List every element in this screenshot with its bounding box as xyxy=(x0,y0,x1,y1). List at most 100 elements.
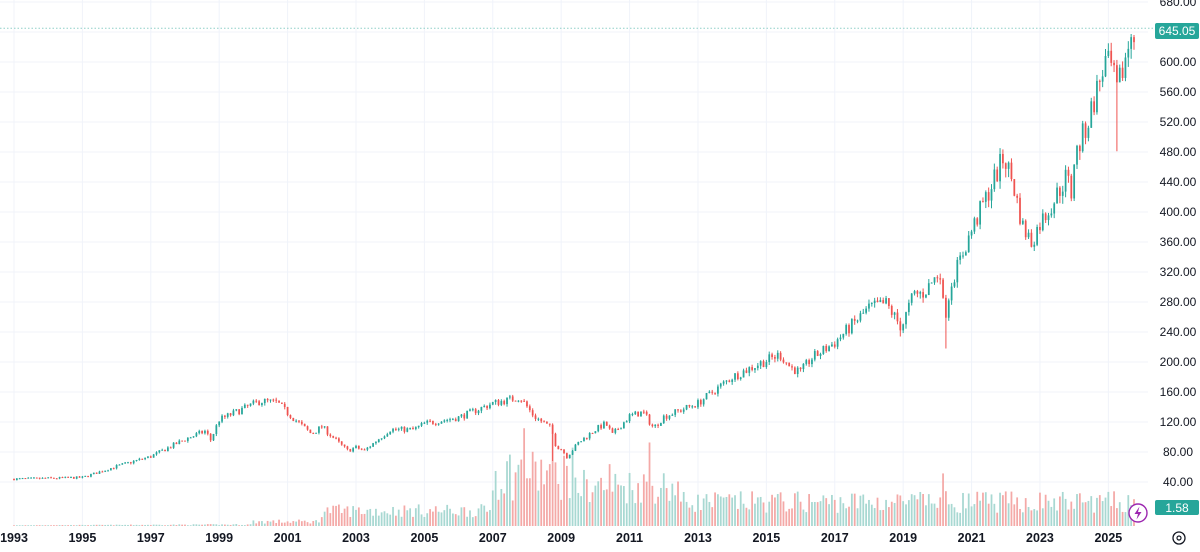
candle-body xyxy=(577,442,580,445)
lightning-button[interactable] xyxy=(1128,503,1148,523)
volume-bar xyxy=(651,485,654,526)
candle-body xyxy=(340,441,343,445)
candle-body xyxy=(477,410,480,414)
candle-body xyxy=(739,377,742,380)
candle-body xyxy=(705,393,708,400)
x-axis[interactable]: 1993 1995 1997 1999 2001 2003 2005 2007 2009 2011… xyxy=(0,531,1122,545)
volume-bar xyxy=(35,525,38,526)
volume-bar xyxy=(776,494,779,526)
volume-bar xyxy=(717,494,719,526)
volume-bar xyxy=(722,497,725,526)
grid-lines xyxy=(0,0,1148,526)
volume-bar xyxy=(1044,494,1047,526)
volume-bar xyxy=(272,520,275,526)
candle-body xyxy=(1027,232,1030,238)
candle-body xyxy=(768,354,771,363)
volume-bar xyxy=(471,517,474,526)
candle-body xyxy=(899,321,902,331)
volume-bar xyxy=(18,525,21,526)
volume-bar xyxy=(1110,506,1113,526)
volume-bar xyxy=(833,499,836,526)
candle-body xyxy=(819,353,822,356)
volume-bar xyxy=(1021,512,1024,526)
volume-bar xyxy=(312,521,315,526)
candle-body xyxy=(677,409,679,411)
volume-bar xyxy=(147,524,149,526)
volume-bar xyxy=(754,503,756,526)
volume-bar xyxy=(551,433,554,526)
volume-bar xyxy=(437,511,440,526)
x-tick-label: 1997 xyxy=(137,531,165,545)
volume-bar xyxy=(38,525,41,526)
volume-bar xyxy=(235,524,238,526)
volume-bar xyxy=(571,447,574,526)
volume-bar xyxy=(1113,491,1115,526)
candle-body xyxy=(526,401,528,407)
candle-body xyxy=(902,324,905,331)
volume-bar xyxy=(645,481,648,526)
candle-body xyxy=(660,423,662,426)
candle-body xyxy=(87,475,89,477)
candle-body xyxy=(326,426,329,435)
candle-body xyxy=(95,472,98,474)
y-axis[interactable]: 40.00 80.00 120.00 160.00 200.00 240.00 280.00… xyxy=(1160,0,1197,489)
chart-settings-button[interactable] xyxy=(1172,531,1186,545)
volume-bar xyxy=(870,504,873,526)
candle-body xyxy=(617,429,620,431)
volume-bar xyxy=(1096,497,1098,526)
volume-bar xyxy=(922,494,924,526)
volume-bar xyxy=(454,514,457,526)
volume-bar xyxy=(631,490,634,526)
candle-body xyxy=(295,420,298,422)
volume-bar xyxy=(397,509,400,526)
candle-body xyxy=(320,426,323,428)
last-price-tag-bg xyxy=(1155,23,1199,39)
volume-bar xyxy=(469,510,471,526)
candle-body xyxy=(557,446,560,450)
candle-body xyxy=(548,423,551,425)
candle-body xyxy=(833,344,836,347)
volume-bar xyxy=(671,483,674,526)
candle-body xyxy=(1133,37,1135,43)
volume-bar xyxy=(420,514,423,526)
volume-bar xyxy=(554,462,557,526)
candle-body xyxy=(1053,203,1056,214)
volume-bar xyxy=(360,514,363,526)
candle-body xyxy=(186,437,189,441)
y-tick-label: 400.00 xyxy=(1160,205,1197,219)
volume-bar xyxy=(432,511,434,526)
volume-bar xyxy=(386,513,389,526)
candle-body xyxy=(181,440,184,442)
volume-bar xyxy=(1013,504,1016,526)
volume-bar xyxy=(811,502,813,526)
candle-body xyxy=(392,428,394,432)
candle-body xyxy=(161,449,164,451)
gear-icon[interactable] xyxy=(1172,531,1186,545)
volume-bar xyxy=(144,524,146,526)
candle-body xyxy=(397,428,400,430)
candle-body xyxy=(913,291,916,294)
volume-bar xyxy=(252,520,255,526)
volume-bar xyxy=(112,525,115,526)
volume-bar xyxy=(346,506,349,526)
volume-bar xyxy=(1104,497,1107,526)
candle-body xyxy=(386,434,389,437)
candle-body xyxy=(625,421,628,423)
x-tick-label: 2011 xyxy=(616,531,643,545)
candle-body xyxy=(514,400,517,402)
volume-bar xyxy=(189,525,192,526)
volume-bar xyxy=(269,521,272,526)
candle-body xyxy=(611,428,614,433)
candle-body xyxy=(135,460,138,462)
candle-body xyxy=(35,477,38,479)
candle-body xyxy=(412,427,414,430)
candle-body xyxy=(417,425,420,428)
volume-bar xyxy=(888,507,890,526)
volume-bar xyxy=(175,525,178,526)
volume-bar xyxy=(907,500,910,526)
candle-body xyxy=(543,421,545,423)
y-tick-label: 80.00 xyxy=(1163,445,1193,459)
volume-bar xyxy=(925,505,927,526)
